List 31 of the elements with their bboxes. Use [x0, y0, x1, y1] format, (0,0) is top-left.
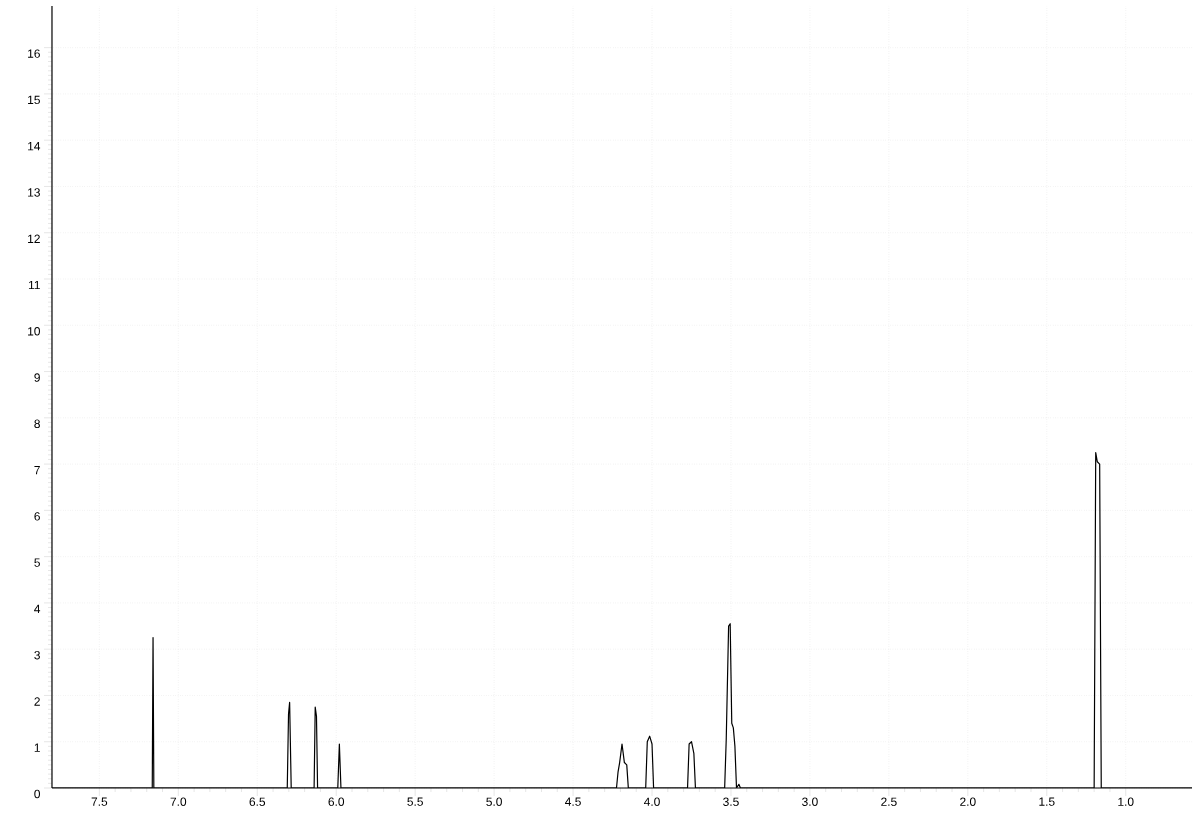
- y-tick-label: 6: [34, 512, 40, 521]
- x-tick-label: 3.5: [723, 797, 739, 806]
- y-tick-label: 2: [34, 697, 40, 706]
- x-tick-label: 2.0: [960, 797, 976, 806]
- x-tick-label: 7.5: [91, 797, 108, 806]
- y-tick-label: 5: [34, 558, 40, 567]
- y-tick-label: 8: [34, 419, 40, 429]
- y-tick-label: 0: [34, 789, 40, 799]
- y-tick-label: 15: [28, 95, 40, 105]
- y-tick-label: 12: [28, 234, 40, 243]
- y-tick-label: 3: [34, 650, 40, 660]
- x-tick-label: 1.5: [1039, 797, 1055, 806]
- x-tick-label: 7.0: [170, 797, 187, 806]
- x-tick-label: 2.5: [881, 797, 897, 806]
- x-tick-label: 4.0: [643, 797, 660, 806]
- y-tick-label: 11: [28, 280, 40, 290]
- y-tick-label: 1: [34, 743, 40, 752]
- y-tick-label: 9: [34, 373, 40, 382]
- x-tick-label: 6.5: [249, 797, 266, 806]
- y-tick-label: 16: [28, 49, 40, 58]
- x-tick-label: 1.0: [1118, 797, 1134, 806]
- x-tick-label: 5.0: [486, 797, 502, 806]
- x-tick-label: 5.5: [407, 797, 423, 806]
- y-tick-label: 13: [28, 188, 40, 197]
- y-tick-label: 10: [28, 327, 40, 336]
- y-tick-label: 14: [28, 142, 41, 151]
- x-tick-label: 4.5: [565, 797, 581, 806]
- x-tick-label: 6.0: [328, 797, 345, 806]
- y-tick-label: 7: [34, 465, 40, 475]
- x-tick-label: 3.0: [802, 797, 818, 806]
- y-tick-label: 4: [34, 604, 41, 614]
